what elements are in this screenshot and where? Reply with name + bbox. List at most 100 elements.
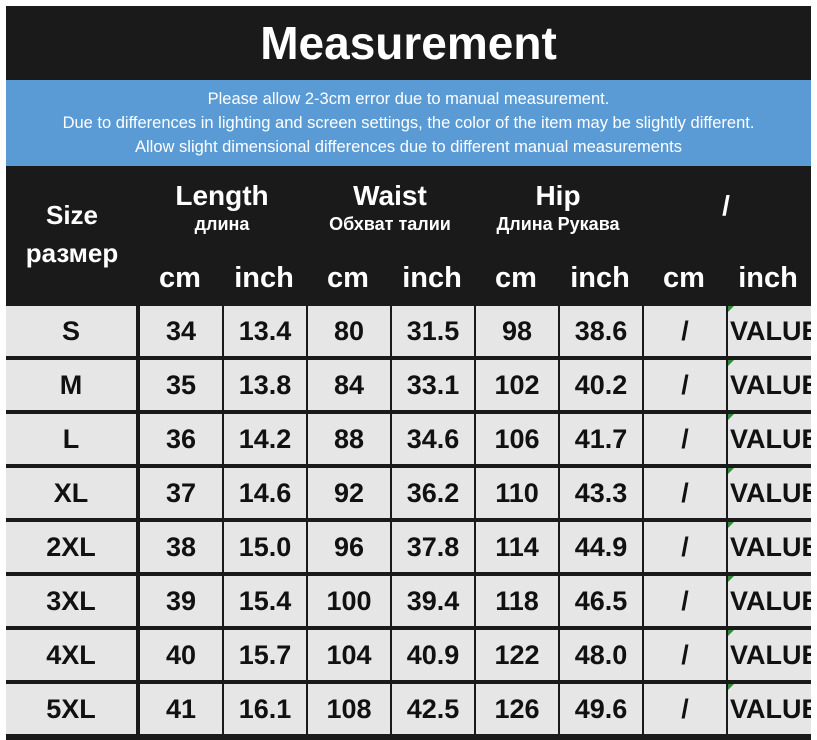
size-header-en: Size	[45, 200, 99, 230]
measurement-cell: 16.1	[224, 684, 306, 734]
table-row: 3XL 39 15.4 100 39.4 118 46.5/VALUE	[6, 576, 811, 626]
measurement-cell: 108	[308, 684, 390, 734]
measurement-cell: /	[644, 684, 726, 734]
size-cell: 3XL	[6, 576, 136, 626]
measurement-cell: 126	[476, 684, 558, 734]
measurement-cell: 46.5	[560, 576, 642, 626]
cell-marker	[728, 306, 734, 312]
unit-header: inch	[738, 262, 798, 294]
measurement-cell: VALUE	[728, 360, 811, 410]
size-cell: 2XL	[6, 522, 136, 572]
measurement-cell: 88	[308, 414, 390, 464]
measurement-cell: /	[644, 522, 726, 572]
size-cell: L	[6, 414, 136, 464]
measurement-cell: VALUE	[728, 414, 811, 464]
cell-marker	[728, 522, 734, 528]
measurement-cell: 92	[308, 468, 390, 518]
unit-header: cm	[327, 262, 369, 294]
table-row: M 35 13.8 84 33.1 102 40.2/VALUE	[6, 360, 811, 410]
measurement-cell: 84	[308, 360, 390, 410]
measurement-cell: 36.2	[392, 468, 474, 518]
measurement-cell: 34	[140, 306, 222, 356]
measurement-cell: 100	[308, 576, 390, 626]
measurement-cell: 15.4	[224, 576, 306, 626]
measurement-cell: 102	[476, 360, 558, 410]
measurement-cell: 40.2	[560, 360, 642, 410]
blank-header-en: /	[722, 190, 730, 221]
unit-header: inch	[570, 262, 630, 294]
measurement-cell: /	[644, 306, 726, 356]
size-chart: Measurement Please allow 2-3cm error due…	[6, 6, 811, 740]
measurement-cell: 37	[140, 468, 222, 518]
hip-header-ru: Длина Рукава	[496, 214, 620, 234]
measurement-cell: 15.0	[224, 522, 306, 572]
cell-marker	[728, 360, 734, 366]
measurement-cell: VALUE	[728, 306, 811, 356]
notice-line: Please allow 2-3cm error due to manual m…	[207, 90, 610, 108]
page-title: Measurement	[6, 6, 811, 80]
hip-header-en: Hip	[535, 180, 581, 211]
measurement-cell: 40.9	[392, 630, 474, 680]
table-row: XL 37 14.6 92 36.2 110 43.3/VALUE	[6, 468, 811, 518]
table-header: Size размер Length длина Waist Обхват та…	[6, 166, 811, 304]
unit-header: inch	[234, 262, 294, 294]
measurement-cell: 38	[140, 522, 222, 572]
table-row: 5XL 41 16.1 108 42.5 126 49.6/VALUE	[6, 684, 811, 734]
unit-header: cm	[495, 262, 537, 294]
measurement-cell: 42.5	[392, 684, 474, 734]
size-cell: 4XL	[6, 630, 136, 680]
measurement-cell: 14.6	[224, 468, 306, 518]
measurement-cell: 106	[476, 414, 558, 464]
notice-banner: Please allow 2-3cm error due to manual m…	[6, 80, 811, 166]
unit-header: inch	[402, 262, 462, 294]
length-header-ru: длина	[194, 214, 250, 234]
measurement-cell: /	[644, 468, 726, 518]
table-row: 2XL 38 15.0 96 37.8 114 44.9/VALUE	[6, 522, 811, 572]
table-row: L 36 14.2 88 34.6 106 41.7/VALUE	[6, 414, 811, 464]
measurement-cell: 15.7	[224, 630, 306, 680]
measurement-cell: /	[644, 630, 726, 680]
hip-header: Hip Длина Рукава	[474, 180, 642, 236]
notice-line: Allow slight dimensional differences due…	[135, 138, 682, 156]
size-header-ru: размер	[25, 238, 119, 268]
length-header: Length длина	[138, 180, 306, 236]
measurement-cell: 48.0	[560, 630, 642, 680]
size-cell: M	[6, 360, 136, 410]
size-cell: 5XL	[6, 684, 136, 734]
waist-header-ru: Обхват талии	[329, 214, 451, 234]
measurement-cell: 114	[476, 522, 558, 572]
notice-line: Due to differences in lighting and scree…	[62, 114, 755, 132]
size-cell: XL	[6, 468, 136, 518]
cell-marker	[728, 468, 734, 474]
measurement-cell: 40	[140, 630, 222, 680]
measurement-cell: 96	[308, 522, 390, 572]
measurement-cell: 34.6	[392, 414, 474, 464]
measurement-cell: 41.7	[560, 414, 642, 464]
cell-marker	[728, 576, 734, 582]
measurement-cell: 39	[140, 576, 222, 626]
measurement-cell: 104	[308, 630, 390, 680]
measurement-cell: VALUE	[728, 630, 811, 680]
blank-header: /	[642, 190, 810, 222]
measurement-cell: VALUE	[728, 468, 811, 518]
measurement-cell: 44.9	[560, 522, 642, 572]
cell-marker	[728, 684, 734, 690]
measurement-cell: /	[644, 414, 726, 464]
table-row: S 34 13.4 80 31.5 98 38.6/VALUE	[6, 306, 811, 356]
measurement-cell: 110	[476, 468, 558, 518]
cell-marker	[728, 414, 734, 420]
size-column-header: Size размер	[6, 196, 138, 272]
measurement-cell: 43.3	[560, 468, 642, 518]
measurement-cell: /	[644, 576, 726, 626]
measurement-cell: 35	[140, 360, 222, 410]
measurement-cell: 37.8	[392, 522, 474, 572]
measurement-cell: VALUE	[728, 576, 811, 626]
measurement-cell: 33.1	[392, 360, 474, 410]
measurement-cell: 38.6	[560, 306, 642, 356]
waist-header: Waist Обхват талии	[306, 180, 474, 236]
cell-marker	[728, 630, 734, 636]
measurement-cell: 49.6	[560, 684, 642, 734]
unit-header: cm	[663, 262, 705, 294]
measurement-cell: 31.5	[392, 306, 474, 356]
measurement-cell: 13.8	[224, 360, 306, 410]
